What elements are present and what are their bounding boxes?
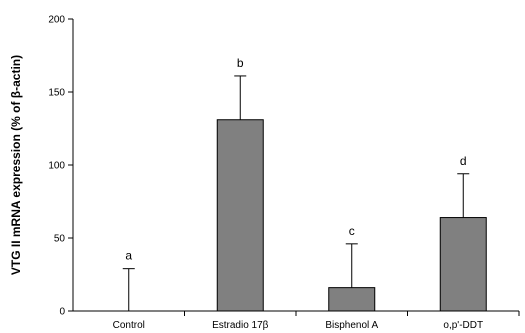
y-tick-label: 200 — [48, 15, 65, 26]
bar — [216, 119, 264, 312]
y-axis-title: VTG II mRNA expression (% of β-actin) — [9, 55, 23, 275]
y-tick-label: 50 — [54, 234, 66, 245]
bar — [328, 287, 376, 312]
y-tick-label: 100 — [48, 161, 65, 172]
y-tick-label: 150 — [48, 88, 65, 99]
plot-area: 0 50 100 150 200 a Control b Estradio 17β c Bisphe… — [48, 15, 520, 331]
bar — [439, 217, 487, 312]
x-tick-label: Estradio 17β — [212, 320, 269, 331]
significance-letter: a — [125, 249, 132, 263]
significance-letter: b — [237, 56, 244, 70]
significance-letter: c — [349, 224, 355, 238]
x-tick-label: Control — [113, 320, 145, 331]
significance-letter: d — [460, 154, 467, 168]
x-tick-label: Bisphenol A — [325, 320, 378, 331]
x-tick-label: o,p'-DDT — [443, 320, 483, 331]
y-tick-label: 0 — [59, 307, 65, 318]
